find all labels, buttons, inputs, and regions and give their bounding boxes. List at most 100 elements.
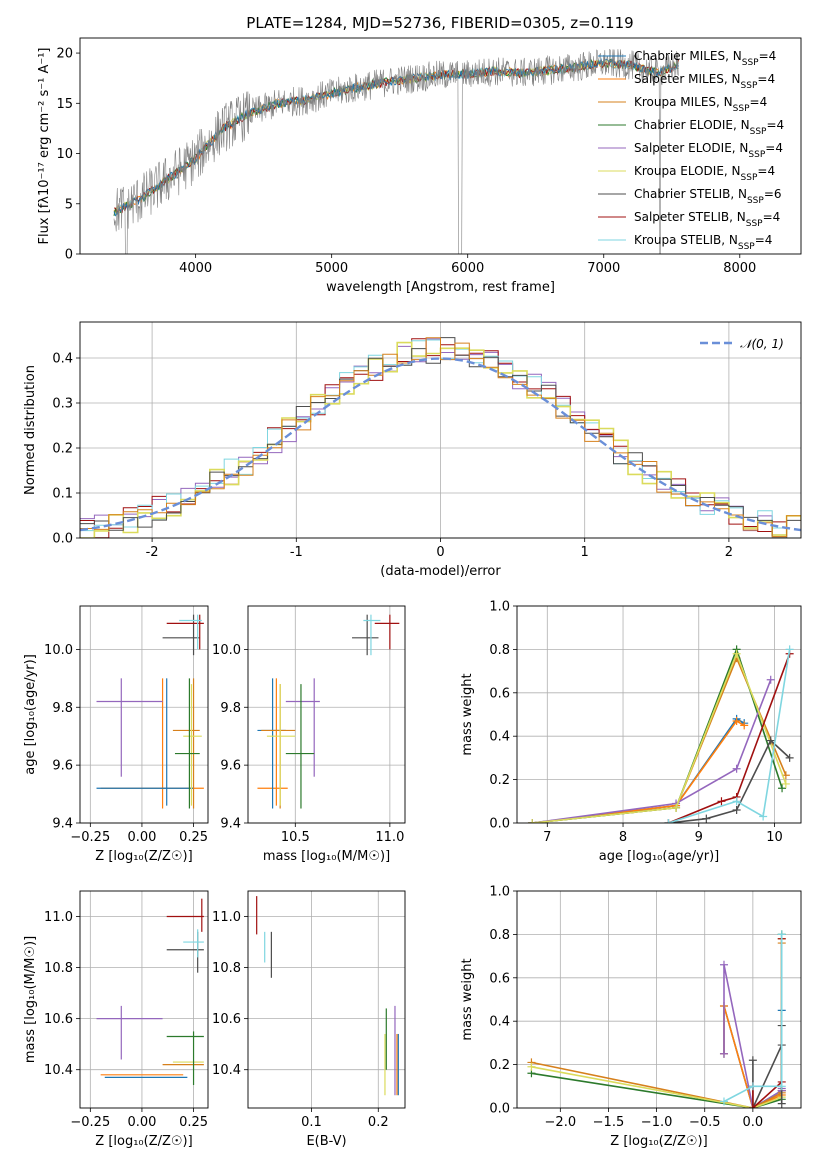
mass-weight-marker (748, 1056, 757, 1065)
y-tick-label: 0.2 (489, 773, 510, 788)
x-tick-label: −1.5 (593, 1115, 625, 1130)
y-tick-label: 0.0 (52, 532, 73, 547)
y-tick-label: 0.8 (489, 643, 510, 658)
mass-weight-marker (766, 675, 775, 684)
x-tick-label: 0.00 (127, 1115, 156, 1130)
axes-frame (79, 37, 802, 255)
y-tick-label: 0.0 (489, 1102, 510, 1117)
normal-distribution-curve (80, 357, 801, 532)
observed-spectrum (113, 48, 679, 254)
x-axis-label: Z [log₁₀(Z/Z☉)] (95, 849, 192, 864)
plot-area (528, 645, 794, 823)
y-axis-label: mass [log₁₀(M/M☉)] (23, 936, 38, 1063)
y-tick-label: 11.0 (212, 910, 241, 925)
x-tick-label: −2.0 (545, 1115, 577, 1130)
y-tick-label: 0.2 (52, 442, 73, 457)
mass-weight-marker (672, 803, 681, 812)
y-tick-label: 0.4 (52, 352, 73, 367)
y-axis-label: Normed distribution (23, 365, 38, 495)
y-tick-label: 10.0 (44, 643, 73, 658)
mass-weight-marker (732, 717, 741, 726)
x-tick-label: 8000 (723, 261, 756, 276)
x-tick-label: 10 (766, 830, 783, 845)
y-tick-label: 9.8 (220, 701, 241, 716)
y-tick-label: 0.4 (489, 730, 510, 745)
plot-area (527, 930, 786, 1108)
y-tick-label: 5 (65, 197, 73, 212)
y-axis-label: Flux [fλ10⁻¹⁷ erg cm⁻² s⁻¹ A⁻¹] (37, 48, 52, 245)
x-tick-label: 0.25 (179, 1115, 208, 1130)
mass-weight-marker (785, 645, 794, 654)
x-tick-label: 0.0 (743, 1115, 764, 1130)
x-tick-label: 4000 (179, 261, 212, 276)
x-tick-label: -2 (146, 545, 159, 560)
x-tick-label: 5000 (315, 261, 348, 276)
mass-weight-marker (748, 1104, 757, 1108)
mass-weight-marker (732, 805, 741, 814)
y-tick-label: 9.6 (52, 759, 73, 774)
mass-weight-line (532, 719, 745, 823)
x-tick-label: 10.5 (281, 830, 310, 845)
axes-frame (516, 605, 802, 824)
mass-weight-line (531, 679, 772, 823)
x-tick-label: 1 (581, 545, 589, 560)
mass-weight-marker (719, 1049, 728, 1058)
y-tick-label: 10 (56, 147, 73, 162)
figure-title: PLATE=1284, MJD=52736, FIBERID=0305, z=0… (246, 14, 633, 32)
mass-weight-line (532, 651, 787, 823)
y-tick-label: 10.0 (212, 643, 241, 658)
metallicity-vs-age-panel: −0.25 0.00 0.25 9.4 9.6 9.8 10.0 Z [log₁₀(Z/Z☉)… (23, 605, 209, 864)
metallicity-vs-mass-weight-panel: −2.0 −1.5 −1.0 −0.5 0.0 0.0 0.2 0.4 0.6 0.8 1.0 Z [… (460, 885, 802, 1149)
y-tick-label: 10.8 (212, 961, 241, 976)
mass-weight-marker (717, 797, 726, 806)
x-tick-label: 9 (695, 830, 703, 845)
mass-weight-line (532, 717, 745, 823)
y-axis-label: mass weight (460, 673, 475, 755)
mass-weight-marker (778, 784, 787, 793)
spectrum-panel: 4000 5000 6000 7000 8000 0 5 10 15 20 wavelength [… (37, 37, 802, 295)
x-axis-label: Z [log₁₀(Z/Z☉)] (610, 1134, 707, 1149)
residuals-panel: -2 -1 0 1 2 0.0 0.1 0.2 0.3 0.4 (data-model)/error… (23, 321, 802, 579)
axes-frame (79, 605, 209, 824)
x-axis-label: age [log₁₀(age/yr)] (599, 849, 720, 864)
x-tick-label: 0.00 (127, 830, 156, 845)
plot-area (96, 898, 204, 1086)
x-axis-label: Z [log₁₀(Z/Z☉)] (95, 1134, 192, 1149)
mass-weight-marker (777, 1082, 786, 1091)
y-tick-label: 0.6 (489, 686, 510, 701)
legend-label: Chabrier ELODIE, NSSP=4 (634, 118, 784, 137)
y-tick-label: 9.8 (52, 701, 73, 716)
legend-label: Salpeter MILES, NSSP=4 (634, 72, 775, 91)
x-tick-label: 0.25 (179, 830, 208, 845)
model-spectrum (113, 57, 680, 217)
x-tick-label: 7 (543, 830, 551, 845)
x-axis-label: wavelength [Angstrom, rest frame] (326, 280, 555, 295)
mass-weight-line (668, 649, 791, 823)
x-axis-label: (data-model)/error (380, 564, 501, 579)
y-tick-label: 1.0 (489, 600, 510, 615)
y-tick-label: 10.4 (212, 1063, 241, 1078)
y-tick-label: 0.8 (489, 928, 510, 943)
mass-weight-line (752, 938, 783, 1108)
legend-label: Kroupa ELODIE, NSSP=4 (634, 164, 775, 183)
mass-weight-marker (732, 797, 741, 806)
y-tick-label: 20 (56, 47, 73, 62)
x-tick-label: 6000 (451, 261, 484, 276)
legend-label: Salpeter STELIB, NSSP=4 (634, 210, 780, 229)
y-tick-label: 0.6 (489, 971, 510, 986)
y-tick-label: 10.6 (212, 1012, 241, 1027)
y-tick-label: 0.0 (489, 817, 510, 832)
mass-weight-marker (719, 1097, 728, 1106)
x-tick-label: −0.25 (70, 830, 110, 845)
legend-label: Kroupa MILES, NSSP=4 (634, 95, 767, 114)
y-tick-label: 15 (56, 97, 73, 112)
mass-weight-marker (527, 1062, 536, 1071)
plot-area (96, 614, 204, 809)
mass-weight-marker (766, 736, 775, 745)
y-tick-label: 10.8 (44, 961, 73, 976)
plot-area (80, 337, 801, 538)
plot-area (256, 896, 399, 1096)
y-tick-label: 9.4 (220, 817, 241, 832)
axes-frame (516, 890, 802, 1109)
